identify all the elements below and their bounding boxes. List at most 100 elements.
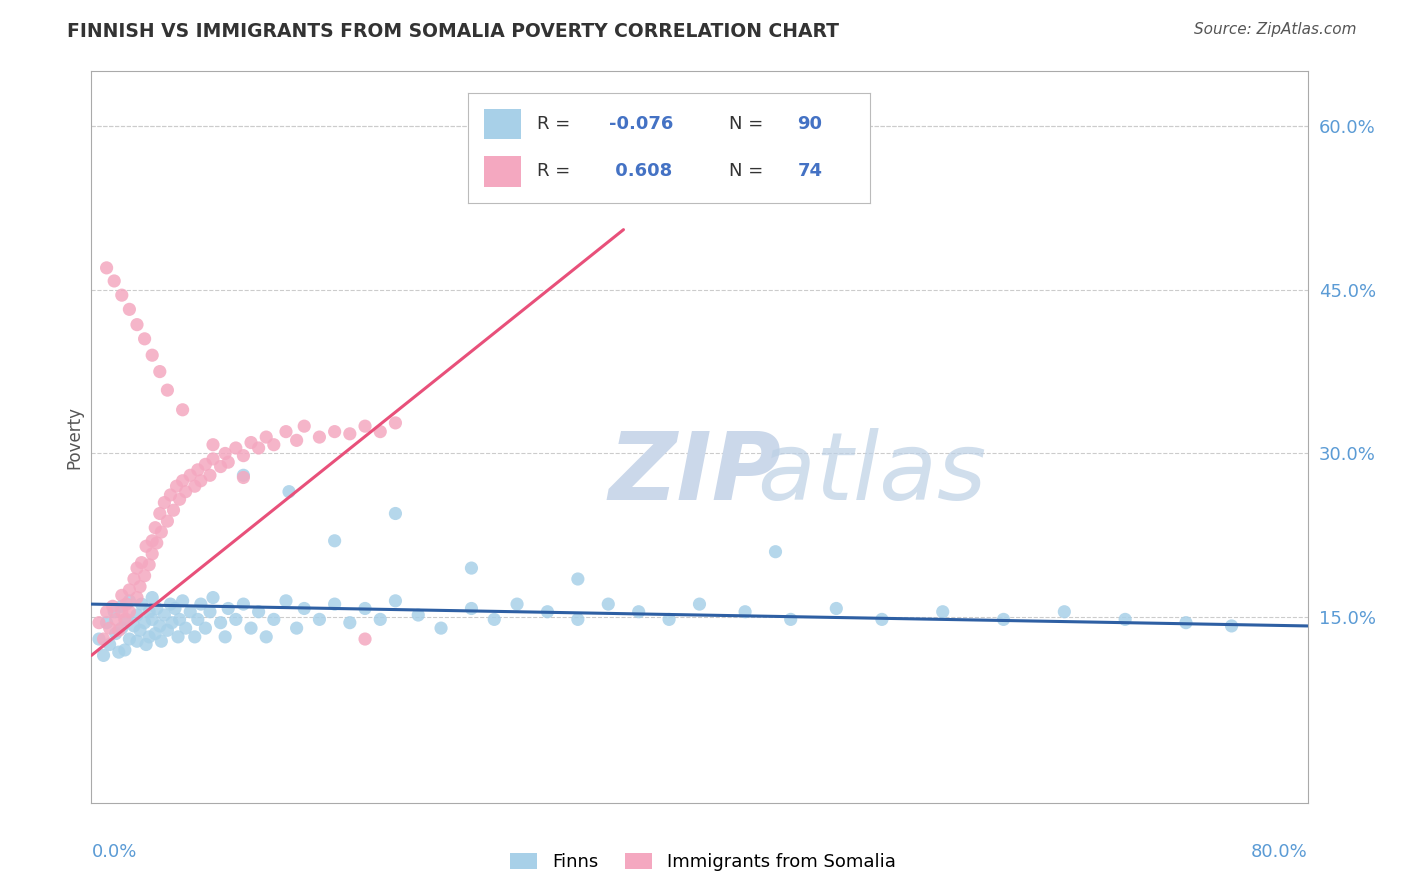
Point: [131, 597, 153, 611]
Point: [240, 621, 263, 635]
Point: [460, 561, 482, 575]
Point: [179, 605, 201, 619]
Point: [209, 459, 232, 474]
Point: [149, 619, 172, 633]
Point: [143, 521, 166, 535]
Point: [111, 288, 134, 302]
Point: [214, 446, 236, 460]
Point: [125, 634, 148, 648]
Point: [87, 632, 110, 646]
Point: [135, 539, 157, 553]
Point: [658, 612, 681, 626]
Point: [247, 441, 270, 455]
Point: [122, 572, 145, 586]
Point: [122, 619, 145, 633]
Point: [153, 495, 176, 509]
Point: [111, 599, 134, 614]
Text: Source: ZipAtlas.com: Source: ZipAtlas.com: [1194, 22, 1357, 37]
Point: [114, 612, 136, 626]
Point: [87, 615, 110, 630]
Point: [217, 455, 239, 469]
Point: [765, 545, 787, 559]
Point: [184, 479, 207, 493]
Point: [150, 524, 173, 539]
Point: [1174, 615, 1197, 630]
Point: [167, 630, 190, 644]
Point: [118, 302, 141, 317]
Text: 90: 90: [797, 115, 823, 133]
Point: [339, 426, 361, 441]
Point: [217, 601, 239, 615]
Text: 80.0%: 80.0%: [1251, 843, 1308, 861]
Point: [96, 605, 118, 619]
Point: [156, 624, 179, 638]
Point: [202, 438, 225, 452]
Point: [118, 582, 141, 597]
Point: [93, 632, 115, 646]
Point: [141, 547, 163, 561]
Point: [460, 601, 482, 615]
Point: [384, 507, 406, 521]
Point: [232, 597, 254, 611]
Point: [174, 621, 197, 635]
Point: [627, 605, 650, 619]
Point: [174, 484, 197, 499]
Point: [115, 612, 138, 626]
Point: [169, 612, 191, 626]
Point: [870, 612, 893, 626]
Point: [96, 260, 118, 275]
Point: [138, 558, 160, 572]
Point: [125, 607, 148, 622]
Point: [153, 607, 176, 622]
Point: [240, 435, 263, 450]
Point: [129, 580, 152, 594]
Point: [598, 597, 620, 611]
Point: [323, 425, 346, 439]
Point: [1220, 619, 1243, 633]
Point: [141, 591, 163, 605]
Point: [779, 612, 801, 626]
Point: [115, 597, 138, 611]
Point: [384, 416, 406, 430]
Point: [1053, 605, 1076, 619]
Point: [339, 615, 361, 630]
Point: [107, 624, 129, 638]
Point: [179, 468, 201, 483]
Point: [141, 348, 163, 362]
Point: [1114, 612, 1136, 626]
Text: ZIP: ZIP: [609, 427, 782, 520]
Point: [232, 470, 254, 484]
Point: [202, 591, 225, 605]
Point: [308, 430, 330, 444]
Point: [111, 621, 134, 635]
Point: [118, 632, 141, 646]
Point: [506, 597, 529, 611]
Point: [163, 601, 186, 615]
Point: [98, 621, 121, 635]
Point: [187, 463, 209, 477]
Point: [149, 365, 172, 379]
Point: [567, 572, 589, 586]
Point: [430, 621, 453, 635]
Point: [567, 612, 589, 626]
Point: [125, 561, 148, 575]
Text: 0.0%: 0.0%: [91, 843, 136, 861]
Point: [247, 605, 270, 619]
Point: [354, 632, 377, 646]
Point: [209, 615, 232, 630]
Point: [101, 599, 124, 614]
Point: [225, 612, 247, 626]
Point: [384, 594, 406, 608]
Point: [145, 601, 167, 615]
Text: N =: N =: [730, 115, 763, 133]
Point: [292, 419, 315, 434]
Point: [263, 612, 285, 626]
Point: [285, 621, 308, 635]
Point: [145, 536, 167, 550]
Point: [138, 605, 160, 619]
Point: [96, 615, 118, 630]
Point: [104, 626, 127, 640]
Point: [156, 383, 179, 397]
Point: [107, 645, 129, 659]
Point: [159, 597, 181, 611]
